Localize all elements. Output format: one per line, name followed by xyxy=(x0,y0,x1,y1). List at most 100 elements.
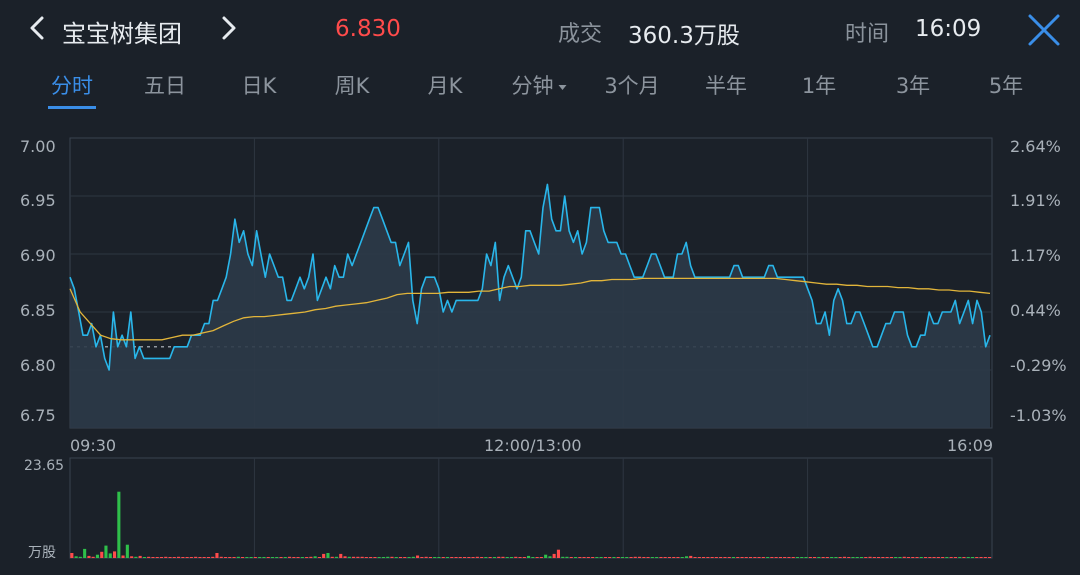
volume-bar xyxy=(766,557,770,558)
volume-bar xyxy=(159,557,163,558)
volume-bar xyxy=(125,544,129,558)
volume-bar xyxy=(130,556,134,558)
active-tab-underline xyxy=(48,106,96,109)
volume-bar xyxy=(791,557,795,558)
volume-bar xyxy=(928,557,932,558)
volume-bar xyxy=(646,557,650,558)
volume-bar xyxy=(885,557,889,558)
stock-name[interactable]: 宝宝树集团 xyxy=(62,20,182,48)
volume-bar xyxy=(454,557,458,558)
volume-bar xyxy=(612,557,616,558)
volume-bar xyxy=(906,557,910,558)
volume-bar xyxy=(817,557,821,558)
chevron-left-icon[interactable] xyxy=(26,14,50,42)
volume-bar xyxy=(941,557,945,558)
volume-bar xyxy=(633,556,637,558)
volume-bar xyxy=(757,557,761,558)
volume-bar xyxy=(548,556,552,558)
y-tick-left: 6.80 xyxy=(20,356,56,375)
volume-bar xyxy=(185,557,189,558)
volume-bar xyxy=(988,557,992,558)
volume-bar xyxy=(898,557,902,558)
top-bar: 宝宝树集团 6.830 成交 360.3万股 时间 16:09 xyxy=(0,0,1080,60)
volume-bar xyxy=(693,557,697,558)
volume-bar xyxy=(932,557,936,558)
volume-bar xyxy=(591,557,595,558)
volume-bar xyxy=(629,557,633,558)
volume-bar xyxy=(428,557,432,558)
volume-bar xyxy=(578,557,582,558)
dropdown-caret-icon xyxy=(558,84,567,90)
tab-monthly-k[interactable]: 月K xyxy=(427,74,463,98)
volume-bar xyxy=(971,557,975,558)
volume-bar xyxy=(386,556,390,558)
volume-bar xyxy=(676,557,680,558)
volume-bar xyxy=(531,557,535,558)
close-icon[interactable] xyxy=(1024,10,1064,50)
volume-bar xyxy=(283,557,287,558)
volume-bar xyxy=(539,557,543,558)
tab-daily-k[interactable]: 日K xyxy=(241,74,277,98)
tab-intraday[interactable]: 分时 xyxy=(51,74,93,98)
volume-panel-frame xyxy=(69,457,993,559)
volume-bar xyxy=(877,557,881,558)
volume-bar xyxy=(121,555,125,558)
volume-bar xyxy=(138,555,142,558)
volume-bar xyxy=(868,556,872,558)
x-tick-midday: 12:00/13:00 xyxy=(484,436,582,455)
volume-bar xyxy=(87,555,91,558)
volume-bar xyxy=(78,556,82,558)
volume-bar xyxy=(599,557,603,558)
volume-bar xyxy=(872,557,876,558)
tab-five-day[interactable]: 五日 xyxy=(144,74,186,98)
volume-bar xyxy=(450,557,454,558)
volume-bar xyxy=(620,557,624,558)
volume-bar xyxy=(95,554,99,558)
volume-bar xyxy=(394,557,398,558)
tab-one-year[interactable]: 1年 xyxy=(801,74,837,98)
tab-five-years[interactable]: 5年 xyxy=(988,74,1024,98)
y-tick-left: 6.75 xyxy=(20,406,56,425)
volume-bar xyxy=(706,557,710,558)
volume-bar xyxy=(847,557,851,558)
tab-half-year[interactable]: 半年 xyxy=(705,74,747,98)
volume-bar xyxy=(949,557,953,558)
tab-weekly-k[interactable]: 周K xyxy=(334,74,370,98)
volume-bar xyxy=(902,556,906,558)
y-tick-right: 0.44% xyxy=(1010,301,1061,320)
volume-bar xyxy=(352,556,356,558)
tab-minute[interactable]: 分钟 xyxy=(512,70,567,100)
volume-bar xyxy=(381,557,385,558)
y-tick-left: 7.00 xyxy=(20,137,56,156)
volume-bar xyxy=(821,557,825,558)
volume-bar xyxy=(727,557,731,558)
period-tabs: 分时 五日 日K 周K 月K 分钟 3个月 半年 1年 3年 5年 xyxy=(0,62,1080,114)
volume-bar xyxy=(424,556,428,558)
chevron-right-icon[interactable] xyxy=(216,14,240,42)
volume-bar xyxy=(232,557,236,558)
volume-bar xyxy=(864,557,868,558)
volume-bar xyxy=(488,557,492,558)
volume-bar xyxy=(249,557,253,558)
volume-bar xyxy=(714,557,718,558)
tab-three-months[interactable]: 3个月 xyxy=(604,74,660,98)
volume-bar xyxy=(194,556,198,558)
volume-bar xyxy=(945,557,949,558)
volume-bar xyxy=(915,557,919,558)
tab-three-years[interactable]: 3年 xyxy=(895,74,931,98)
volume-bar xyxy=(317,557,321,558)
volume-bar xyxy=(369,557,373,558)
y-tick-right: 1.91% xyxy=(1010,191,1061,210)
volume-bar xyxy=(155,557,159,558)
volume-bar xyxy=(151,557,155,558)
volume-bar xyxy=(309,556,313,558)
volume-bar xyxy=(390,556,394,558)
volume-bar xyxy=(224,557,228,558)
volume-bar xyxy=(975,557,979,558)
volume-bar xyxy=(889,557,893,558)
volume-bar xyxy=(198,557,202,558)
volume-bar xyxy=(911,557,915,558)
volume-bar xyxy=(723,557,727,558)
volume-bar xyxy=(241,557,245,558)
